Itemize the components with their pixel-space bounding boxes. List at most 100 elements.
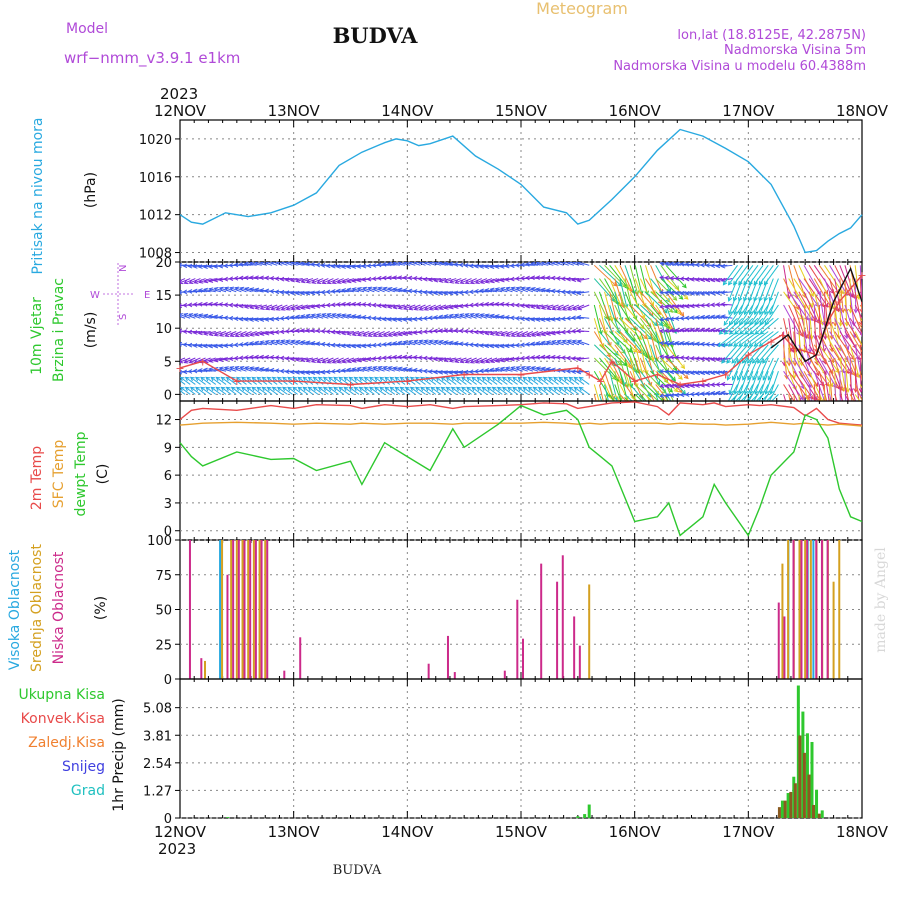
cloud-mid-bar — [798, 540, 801, 679]
wind-arrowhead — [228, 356, 234, 362]
wind-arrowhead — [471, 386, 477, 392]
wind-arrowhead — [844, 356, 849, 361]
wind-arrow — [338, 386, 350, 395]
wind-arrow — [221, 386, 232, 395]
wind-arrowhead — [535, 341, 541, 346]
wind-arrowhead — [715, 263, 721, 269]
wind-arrow — [803, 394, 805, 401]
wind-arrow — [180, 317, 181, 319]
wind-arrow — [538, 376, 549, 385]
wind-arrow — [753, 265, 769, 286]
wind-arrowhead — [424, 262, 428, 265]
wind-arrowhead — [174, 280, 178, 284]
wind-arrowhead — [525, 366, 531, 371]
wind-arrow — [336, 290, 349, 293]
wind-arrowhead — [736, 375, 742, 381]
wind-arrowhead — [413, 339, 419, 345]
wind-arrowhead — [527, 386, 533, 392]
wind-arrowhead — [631, 395, 636, 401]
wind-arrow — [675, 329, 687, 332]
wind-arrow — [439, 315, 452, 319]
wind-arrow — [246, 386, 258, 395]
wind-arrow — [645, 357, 660, 385]
wind-arrow — [599, 344, 622, 366]
wind-arrowhead — [397, 275, 403, 281]
wind-arrowhead — [614, 350, 619, 356]
wind-arrow — [378, 331, 390, 337]
wind-arrow — [599, 278, 618, 304]
precip-total-bar — [226, 817, 230, 818]
wind-arrowhead — [606, 316, 611, 322]
wind-arrow — [332, 313, 344, 319]
wind-arrowhead — [346, 313, 352, 319]
wind-arrowhead — [197, 343, 203, 349]
wind-label-1: 10m Vjetar — [29, 297, 45, 375]
wind-arrowhead — [195, 386, 200, 392]
wind-arrowhead — [356, 366, 362, 372]
wind-arrowhead — [244, 332, 250, 337]
wind-arrow — [521, 331, 534, 337]
year-bottom: 2023 — [158, 840, 196, 858]
wind-arrowhead — [213, 331, 219, 337]
wind-arrow — [759, 304, 774, 326]
wind-arrow — [604, 394, 609, 401]
wind-arrowhead — [205, 386, 211, 392]
wind-arrow — [577, 357, 590, 360]
wind-arrowhead — [515, 286, 521, 292]
wind-arrowhead — [464, 279, 470, 285]
wind-arrowhead — [173, 329, 177, 333]
wind-arrow — [660, 342, 672, 346]
wind-arrow — [739, 304, 754, 326]
wind-arrow — [455, 278, 467, 284]
wind-arrowhead — [752, 375, 757, 381]
wind-arrow — [629, 265, 639, 295]
wind-arrowhead — [535, 317, 541, 322]
wind-arrowhead — [710, 302, 715, 308]
wind-arrowhead — [625, 316, 630, 322]
wind-arrowhead — [715, 290, 721, 296]
wind-arrowhead — [448, 328, 454, 333]
wind-arrow — [521, 287, 534, 293]
wind-arrow — [286, 340, 298, 346]
wind-arrowhead — [555, 355, 561, 360]
wind-arrow — [347, 357, 360, 363]
wind-arrow — [277, 386, 288, 395]
wind-arrowhead — [412, 355, 418, 360]
wind-arrowhead — [540, 287, 546, 293]
cloud-low-bar — [516, 599, 519, 679]
wind-arrow — [829, 394, 832, 401]
wind-arrow — [808, 331, 818, 365]
wind-arrowhead — [560, 355, 566, 361]
wind-arrowhead — [180, 369, 183, 375]
precip-total-bar — [820, 810, 824, 818]
wind-arrowhead — [379, 386, 385, 392]
wind-arrowhead — [700, 314, 705, 320]
wind-arrow — [435, 376, 447, 385]
wind-arrow — [568, 386, 580, 395]
wind-arrowhead — [399, 376, 405, 382]
wind-arrowhead — [525, 332, 531, 337]
wind-arrowhead — [563, 376, 569, 382]
cloud-low-bar — [556, 581, 559, 679]
wind-arrowhead — [458, 328, 464, 334]
wind-arrowhead — [669, 290, 675, 296]
wind-arrowhead — [326, 359, 332, 364]
wind-arrowhead — [599, 342, 605, 349]
wind-arrow — [604, 291, 613, 321]
wind-arrowhead — [187, 289, 193, 294]
wind-arrowhead — [351, 331, 357, 337]
wind-arrow — [410, 386, 421, 395]
wind-arrowhead — [641, 302, 647, 308]
cloud-low-bar — [777, 602, 780, 679]
wind-arrowhead — [473, 342, 479, 348]
wind-arrowhead — [433, 339, 439, 345]
wind-arrowhead — [193, 279, 199, 284]
wind-arrow — [260, 341, 273, 346]
precip-total-bar — [780, 800, 784, 818]
wind-arrow — [487, 386, 498, 395]
wind-arrow — [552, 262, 564, 266]
wind-speed-marker: + — [857, 269, 866, 282]
wind-arrowhead — [509, 315, 515, 321]
wind-arrowhead — [474, 359, 480, 364]
wind-arrowhead — [705, 327, 711, 333]
